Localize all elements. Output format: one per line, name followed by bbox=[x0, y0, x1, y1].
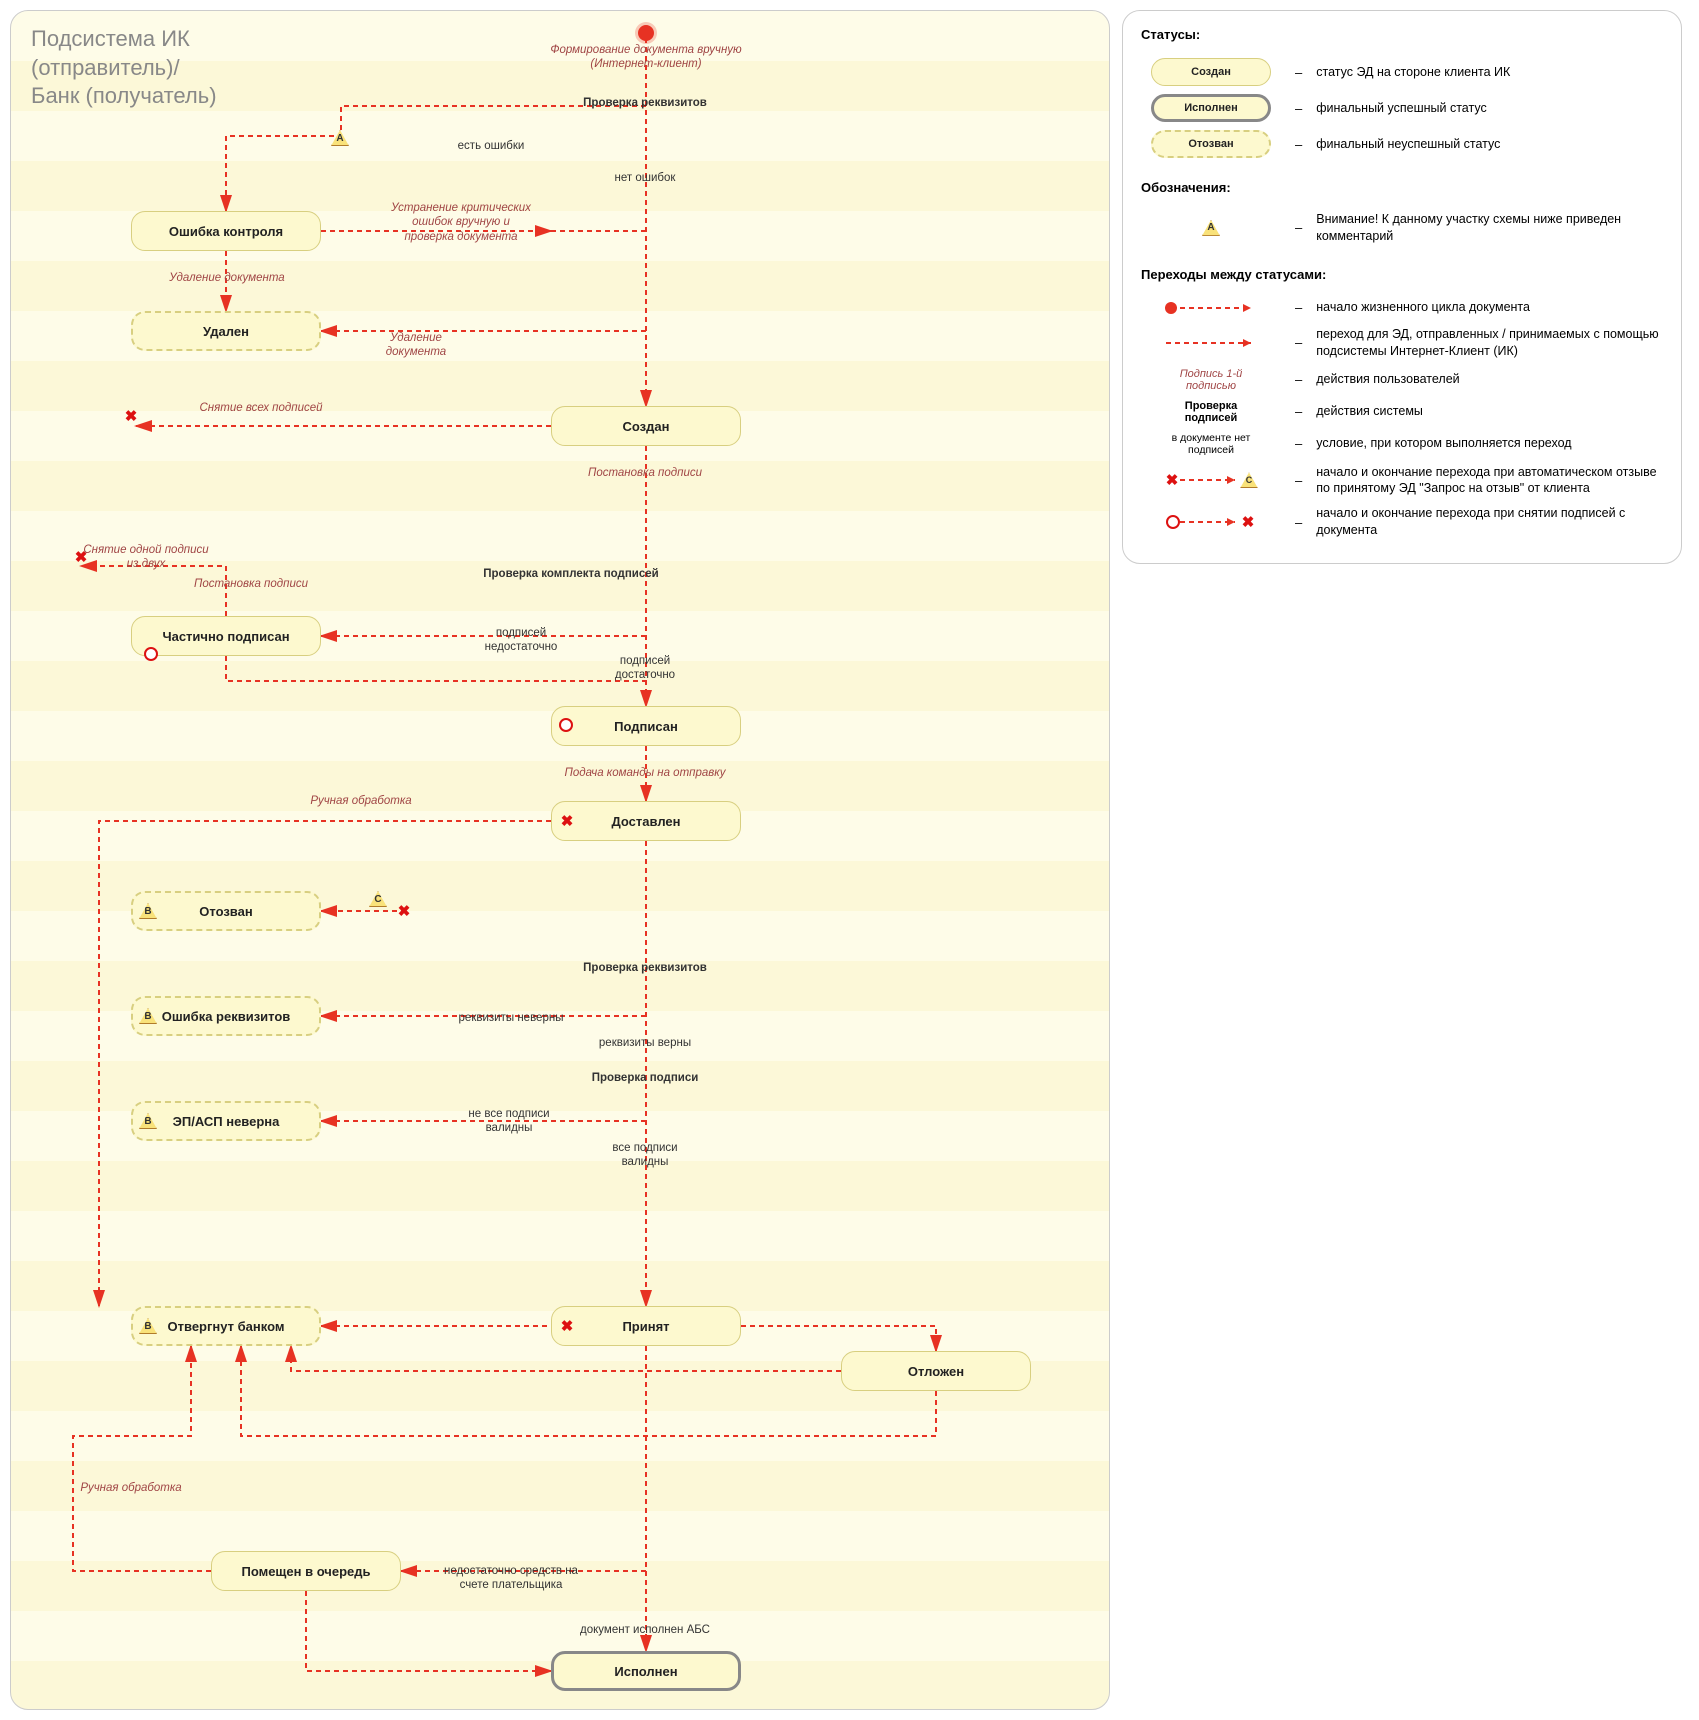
legend-status-row: Создан–статус ЭД на стороне клиента ИК bbox=[1141, 58, 1663, 86]
flow-label: Снятие всех подписей bbox=[199, 401, 322, 415]
legend-note-row: A – Внимание! К данному участку схемы ни… bbox=[1141, 211, 1663, 245]
legend-transition-row: ✖–начало и окончание перехода при снятии… bbox=[1141, 505, 1663, 539]
legend-transition-row: –переход для ЭД, отправленных / принимае… bbox=[1141, 326, 1663, 360]
flow-label: Снятие одной подписииз двух bbox=[83, 543, 208, 572]
flow-label: все подписивалидны bbox=[612, 1141, 677, 1170]
flow-label: Постановка подписи bbox=[588, 466, 702, 480]
flow-label: документ исполнен АБС bbox=[580, 1623, 710, 1637]
flow-label: подписейнедостаточно bbox=[485, 626, 558, 655]
status-signed: Подписан bbox=[551, 706, 741, 746]
status-rejected: Отвергнут банком bbox=[131, 1306, 321, 1346]
flow-label: не все подписивалидны bbox=[468, 1107, 549, 1136]
legend-transition-row: –начало жизненного цикла документа bbox=[1141, 298, 1663, 318]
flow-label: Проверка подписи bbox=[592, 1071, 699, 1085]
diagram-panel: Подсистема ИК(отправитель)/Банк (получат… bbox=[10, 10, 1110, 1710]
legend-transition-row: ✖C–начало и окончание перехода при автом… bbox=[1141, 464, 1663, 498]
x-cross-icon: ✖ bbox=[123, 408, 139, 424]
flow-label: Проверка реквизитов bbox=[583, 96, 707, 110]
status-postponed: Отложен bbox=[841, 1351, 1031, 1391]
x-cross-icon: ✖ bbox=[559, 813, 575, 829]
status-revoked: Отозван bbox=[131, 891, 321, 931]
flow-label: реквизиты неверны bbox=[459, 1011, 564, 1025]
status-queued: Помещен в очередь bbox=[211, 1551, 401, 1591]
flow-label: недостаточно средств насчете плательщика bbox=[444, 1564, 578, 1593]
status-control_error: Ошибка контроля bbox=[131, 211, 321, 251]
flow-label: Подача команды на отправку bbox=[565, 766, 726, 780]
status-partial: Частично подписан bbox=[131, 616, 321, 656]
x-circle-icon bbox=[559, 718, 573, 732]
panel-title: Подсистема ИК(отправитель)/Банк (получат… bbox=[31, 25, 217, 111]
legend-transition-row: в документе нетподписей–условие, при кот… bbox=[1141, 432, 1663, 456]
edge bbox=[306, 1591, 551, 1671]
status-accepted: Принят bbox=[551, 1306, 741, 1346]
legend-notes-header: Обозначения: bbox=[1141, 180, 1231, 195]
legend-status-sample: Создан bbox=[1151, 58, 1271, 86]
status-req_error: Ошибка реквизитов bbox=[131, 996, 321, 1036]
edge bbox=[741, 1326, 936, 1351]
legend-panel: Статусы: Создан–статус ЭД на стороне кли… bbox=[1122, 10, 1682, 564]
edge bbox=[226, 656, 646, 681]
flow-label: реквизиты верны bbox=[599, 1036, 691, 1050]
flow-label: есть ошибки bbox=[458, 139, 525, 153]
status-sign_invalid: ЭП/АСП неверна bbox=[131, 1101, 321, 1141]
flow-label: Удаление документа bbox=[169, 271, 284, 285]
legend-transition-row: Подпись 1-йподписью–действия пользовател… bbox=[1141, 368, 1663, 392]
legend-status-sample: Отозван bbox=[1151, 130, 1271, 158]
flow-label: Проверка реквизитов bbox=[583, 961, 707, 975]
warn-triangle-icon: A bbox=[331, 130, 349, 146]
flow-label: Удалениедокумента bbox=[386, 331, 446, 360]
flow-label: подписейдостаточно bbox=[615, 654, 675, 683]
status-created: Создан bbox=[551, 406, 741, 446]
flow-label: нет ошибок bbox=[615, 171, 676, 185]
edges-layer bbox=[11, 11, 1109, 1709]
status-delivered: Доставлен bbox=[551, 801, 741, 841]
edge bbox=[226, 106, 646, 211]
legend-status-sample: Исполнен bbox=[1151, 94, 1271, 122]
x-cross-icon: ✖ bbox=[396, 903, 412, 919]
start-dot bbox=[638, 25, 654, 41]
warn-triangle-icon: C bbox=[369, 891, 387, 907]
legend-trans-header: Переходы между статусами: bbox=[1141, 267, 1326, 282]
flow-label: Ручная обработка bbox=[310, 794, 411, 808]
x-cross-icon: ✖ bbox=[559, 1318, 575, 1334]
edge bbox=[291, 1346, 841, 1371]
legend-status-row: Отозван–финальный неуспешный статус bbox=[1141, 130, 1663, 158]
status-executed: Исполнен bbox=[551, 1651, 741, 1691]
flow-label: Проверка комплекта подписей bbox=[483, 567, 658, 581]
flow-label: Формирование документа вручную(Интернет-… bbox=[550, 43, 741, 72]
flow-label: Устранение критическихошибок вручную ипр… bbox=[391, 201, 531, 244]
edge bbox=[73, 1346, 211, 1571]
edge bbox=[646, 1391, 936, 1436]
flow-label: Постановка подписи bbox=[194, 577, 308, 591]
legend-status-row: Исполнен–финальный успешный статус bbox=[1141, 94, 1663, 122]
status-deleted: Удален bbox=[131, 311, 321, 351]
x-circle-icon bbox=[144, 647, 158, 661]
warn-triangle-icon: A bbox=[1202, 220, 1220, 236]
flow-label: Ручная обработка bbox=[80, 1481, 181, 1495]
edge bbox=[241, 1346, 936, 1436]
legend-transition-row: Проверкаподписей–действия системы bbox=[1141, 400, 1663, 424]
legend-statuses-header: Статусы: bbox=[1141, 27, 1200, 42]
